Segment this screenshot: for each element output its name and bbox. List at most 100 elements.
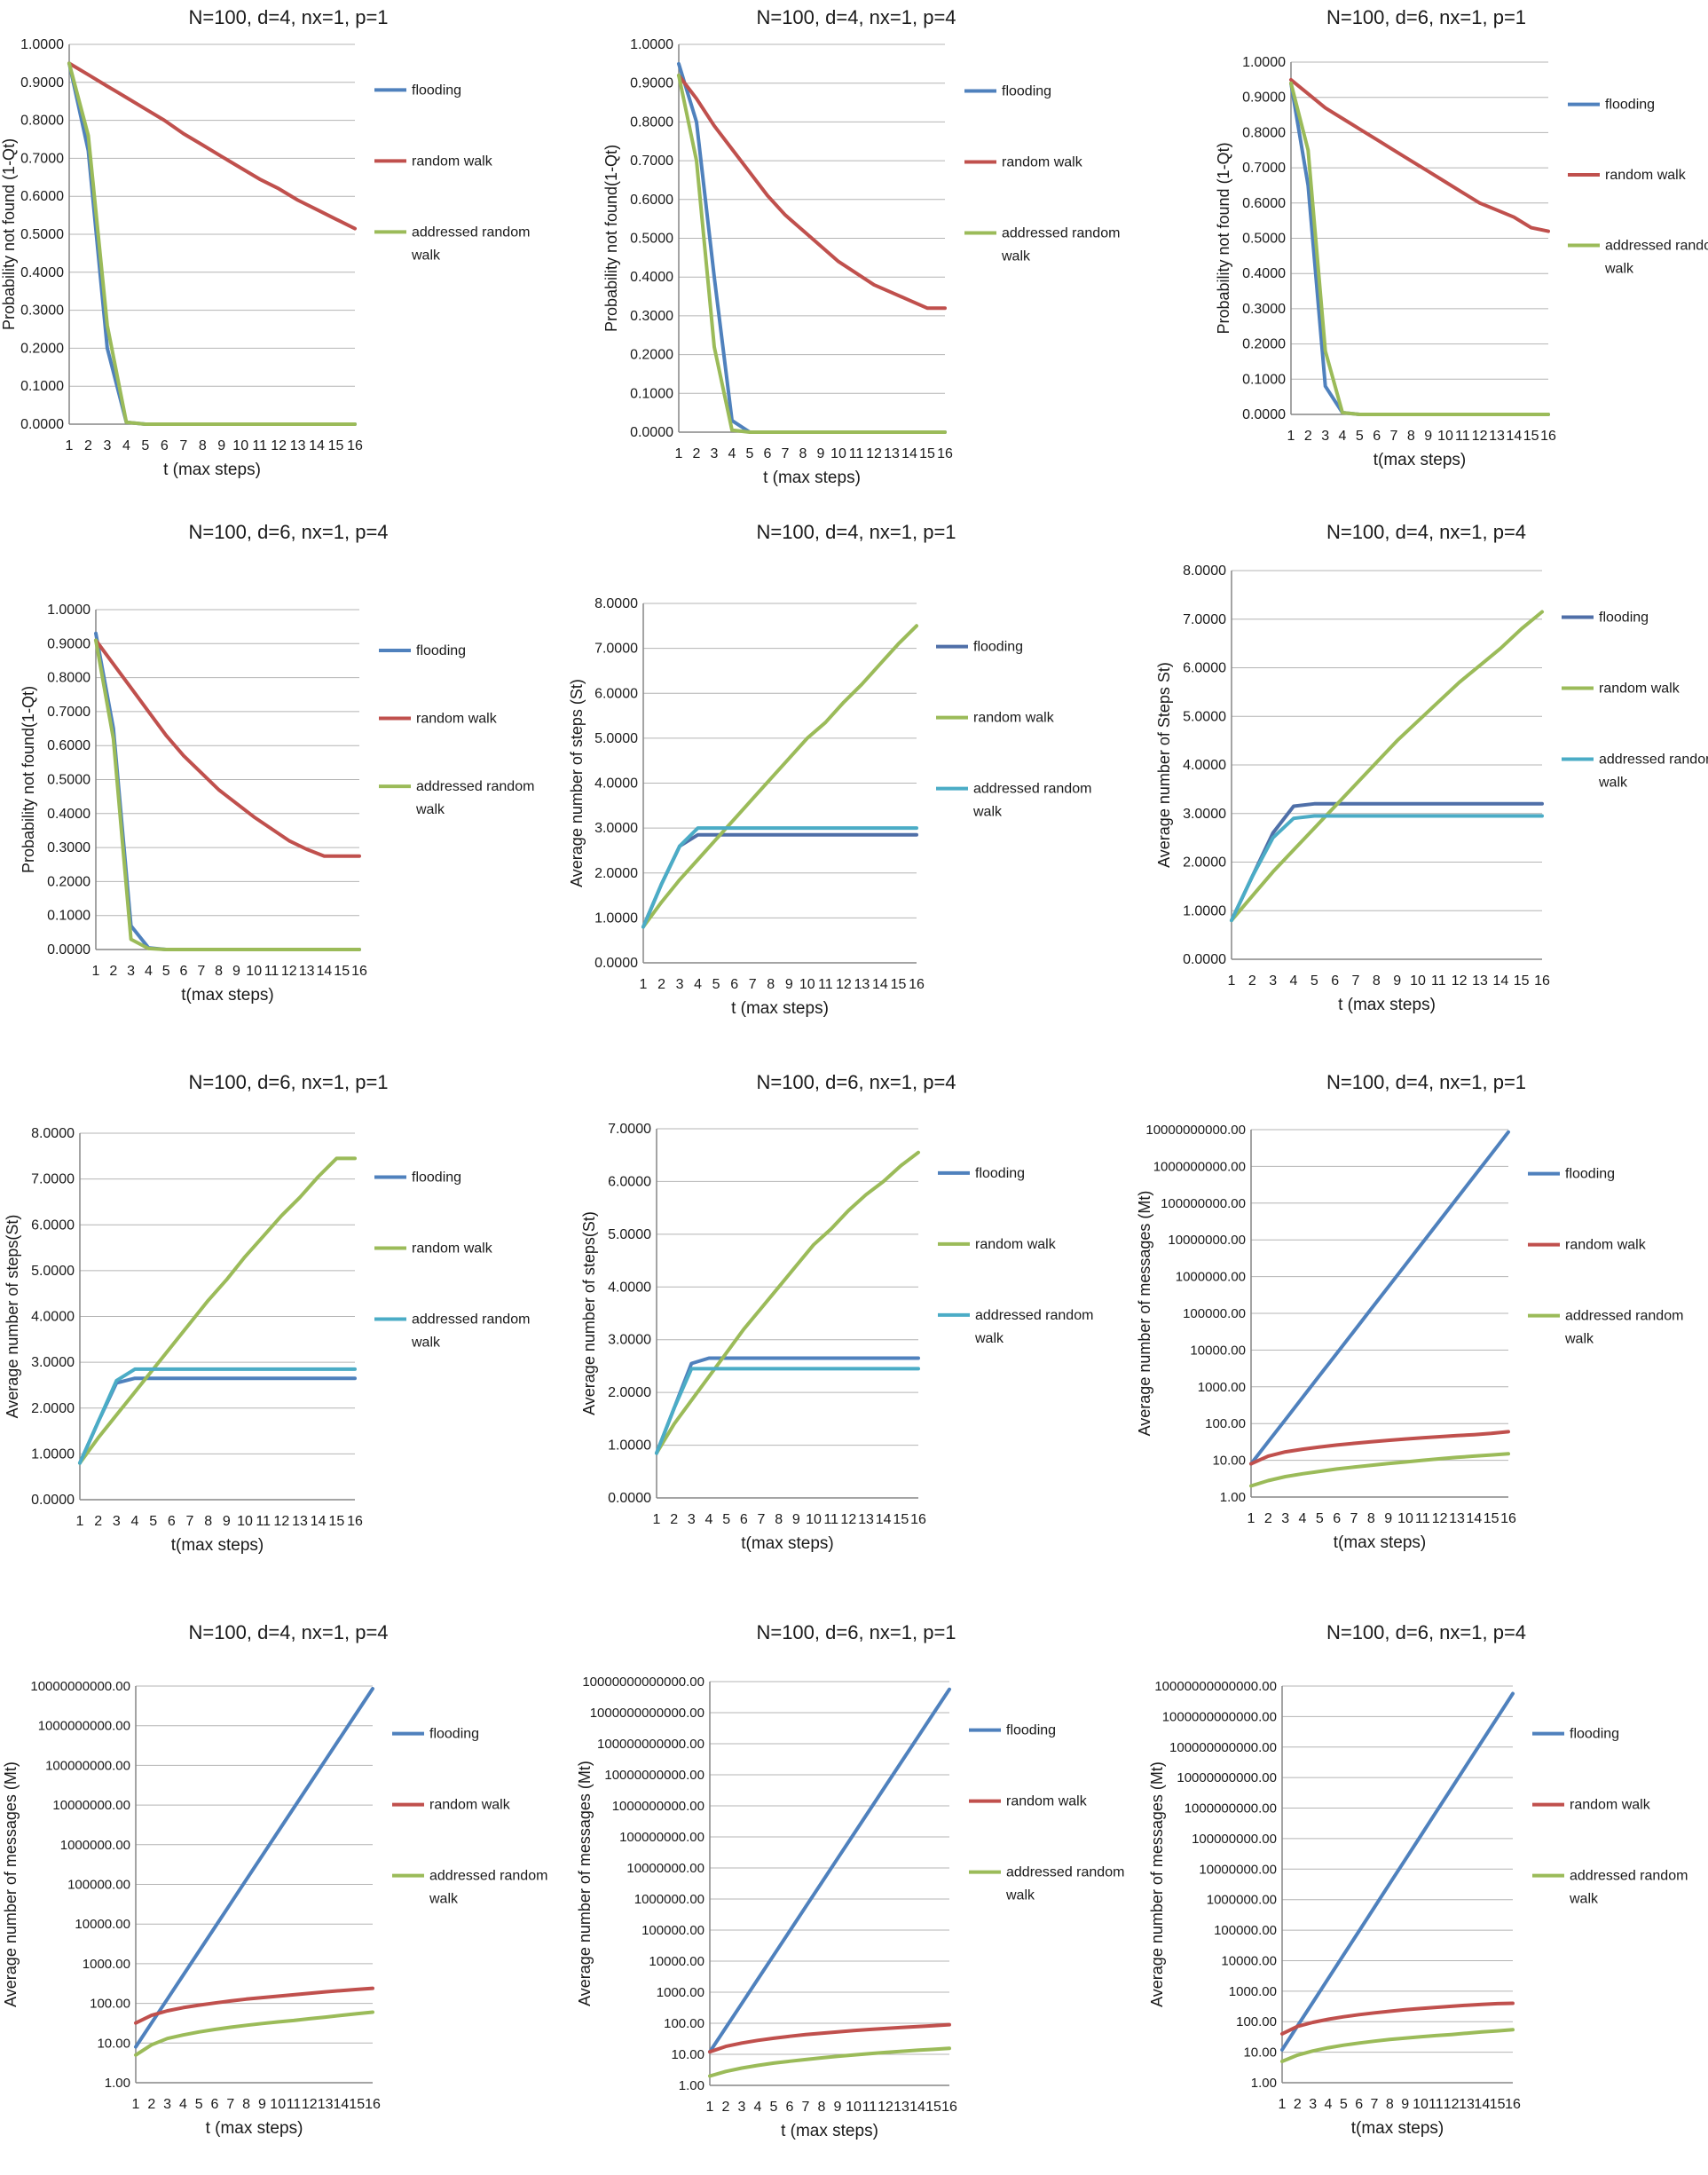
legend-label: flooding — [975, 1166, 1025, 1181]
x-tick-label: 6 — [740, 1512, 748, 1527]
y-tick-label: 10.00 — [97, 2036, 130, 2051]
x-axis-label: t(max steps) — [1373, 451, 1467, 469]
x-tick-label: 9 — [1401, 2097, 1409, 2112]
x-tick-label: 2 — [657, 977, 665, 992]
y-tick-label: 5.0000 — [31, 1264, 75, 1279]
y-tick-label: 0.6000 — [47, 738, 91, 753]
x-tick-label: 11 — [256, 1514, 271, 1529]
x-tick-label: 12 — [840, 1512, 856, 1527]
x-tick-label: 6 — [180, 964, 188, 979]
y-tick-label: 10000000.00 — [52, 1798, 130, 1813]
x-tick-label: 1 — [706, 2100, 714, 2115]
chart-title: N=100, d=4, nx=1, p=1 — [756, 521, 956, 543]
x-tick-label: 10 — [246, 964, 262, 979]
x-axis-label: t (max steps) — [206, 2119, 303, 2138]
x-axis-label: t(max steps) — [741, 1534, 834, 1553]
y-tick-label: 0.0000 — [47, 942, 91, 957]
y-tick-label: 0.0000 — [608, 1491, 651, 1506]
y-tick-label: 1000000.00 — [1207, 1893, 1277, 1908]
y-tick-label: 0.6000 — [1242, 196, 1286, 211]
y-axis-label: Average number of steps (St) — [568, 679, 586, 887]
x-tick-label: 6 — [211, 2097, 219, 2112]
y-axis-label: Average number of messages (Mt) — [1148, 1761, 1166, 2007]
x-tick-label: 14 — [872, 977, 888, 992]
y-tick-label: 3.0000 — [1183, 807, 1226, 822]
x-tick-label: 5 — [141, 438, 149, 453]
y-axis-label: Average number of messages (Mt) — [2, 1761, 20, 2007]
x-tick-label: 6 — [764, 446, 772, 461]
y-tick-label: 0.0000 — [1242, 407, 1286, 422]
series-line-random-walk — [1230, 610, 1544, 923]
x-tick-label: 8 — [1407, 429, 1415, 444]
legend-label: random walk — [1599, 682, 1680, 697]
legend-label: random walk — [973, 711, 1055, 726]
y-tick-label: 0.7000 — [630, 154, 673, 169]
y-tick-label: 1000000.00 — [1176, 1270, 1246, 1285]
series-line-random-walk — [655, 1150, 920, 1455]
y-tick-label: 0.0000 — [31, 1493, 75, 1508]
y-tick-label: 1.0000 — [31, 1446, 75, 1462]
x-tick-label: 10 — [806, 1512, 822, 1527]
y-tick-label: 2.0000 — [31, 1401, 75, 1416]
legend-label: random walk — [1570, 1798, 1651, 1813]
series-line-addressed-random-walk — [1289, 81, 1550, 416]
x-tick-label: 14 — [1506, 429, 1522, 444]
x-tick-label: 11 — [1431, 973, 1446, 989]
x-tick-label: 13 — [290, 438, 306, 453]
y-tick-label: 1.0000 — [1183, 903, 1226, 918]
x-tick-label: 2 — [1248, 973, 1256, 989]
y-tick-label: 7.0000 — [594, 642, 638, 657]
series-line-addressed-random-walk — [1249, 1452, 1510, 1488]
x-tick-label: 2 — [1294, 2097, 1302, 2112]
series-line-flooding — [134, 1687, 374, 2049]
x-tick-label: 1 — [132, 2097, 140, 2112]
y-tick-label: 0.6000 — [20, 189, 64, 204]
series-line-flooding — [1230, 801, 1544, 923]
y-tick-label: 1000000000.00 — [38, 1719, 130, 1734]
x-tick-label: 10 — [1410, 973, 1426, 989]
x-tick-label: 15 — [328, 1514, 344, 1529]
y-tick-label: 100000000.00 — [619, 1830, 704, 1845]
x-tick-label: 1 — [1279, 2097, 1287, 2112]
y-tick-label: 10000.00 — [75, 1917, 130, 1932]
y-tick-label: 1.0000 — [608, 1438, 651, 1454]
x-tick-label: 15 — [893, 1512, 909, 1527]
x-tick-label: 9 — [1384, 1511, 1392, 1526]
y-tick-label: 1000000000.00 — [612, 1799, 704, 1814]
y-axis-label: Average number of messages (Mt) — [1136, 1191, 1153, 1437]
y-tick-label: 0.3000 — [47, 840, 91, 855]
x-axis-label: t (max steps) — [781, 2122, 878, 2140]
x-tick-label: 15 — [328, 438, 344, 453]
x-tick-label: 1 — [66, 438, 74, 453]
y-tick-label: 100000.00 — [1183, 1306, 1246, 1321]
chart-title: N=100, d=4, nx=1, p=4 — [756, 6, 956, 28]
x-tick-label: 15 — [1490, 2097, 1506, 2112]
legend-label: random walk — [416, 712, 498, 727]
x-tick-label: 7 — [758, 1512, 766, 1527]
y-tick-label: 0.4000 — [47, 807, 91, 822]
series-line-addressed-random-walk — [641, 826, 918, 929]
x-tick-label: 9 — [1424, 429, 1432, 444]
y-tick-label: 1000.00 — [657, 1985, 704, 2000]
y-axis-label: Probability not found(1-Qt) — [20, 686, 37, 873]
x-tick-label: 2 — [109, 964, 117, 979]
series-line-addressed-random-walk — [1280, 2028, 1515, 2063]
x-tick-label: 4 — [1325, 2097, 1333, 2112]
y-tick-label: 8.0000 — [31, 1126, 75, 1141]
x-tick-label: 14 — [909, 2100, 925, 2115]
legend-label: random walk — [1006, 1794, 1088, 1809]
x-axis-label: t (max steps) — [1338, 996, 1436, 1014]
y-tick-label: 1000.00 — [1198, 1380, 1246, 1395]
y-tick-label: 0.8000 — [630, 114, 673, 130]
x-tick-label: 6 — [168, 1514, 176, 1529]
y-tick-label: 100.00 — [1205, 1416, 1246, 1431]
x-tick-label: 12 — [866, 446, 882, 461]
y-tick-label: 4.0000 — [1183, 758, 1226, 773]
x-tick-label: 15 — [334, 964, 350, 979]
